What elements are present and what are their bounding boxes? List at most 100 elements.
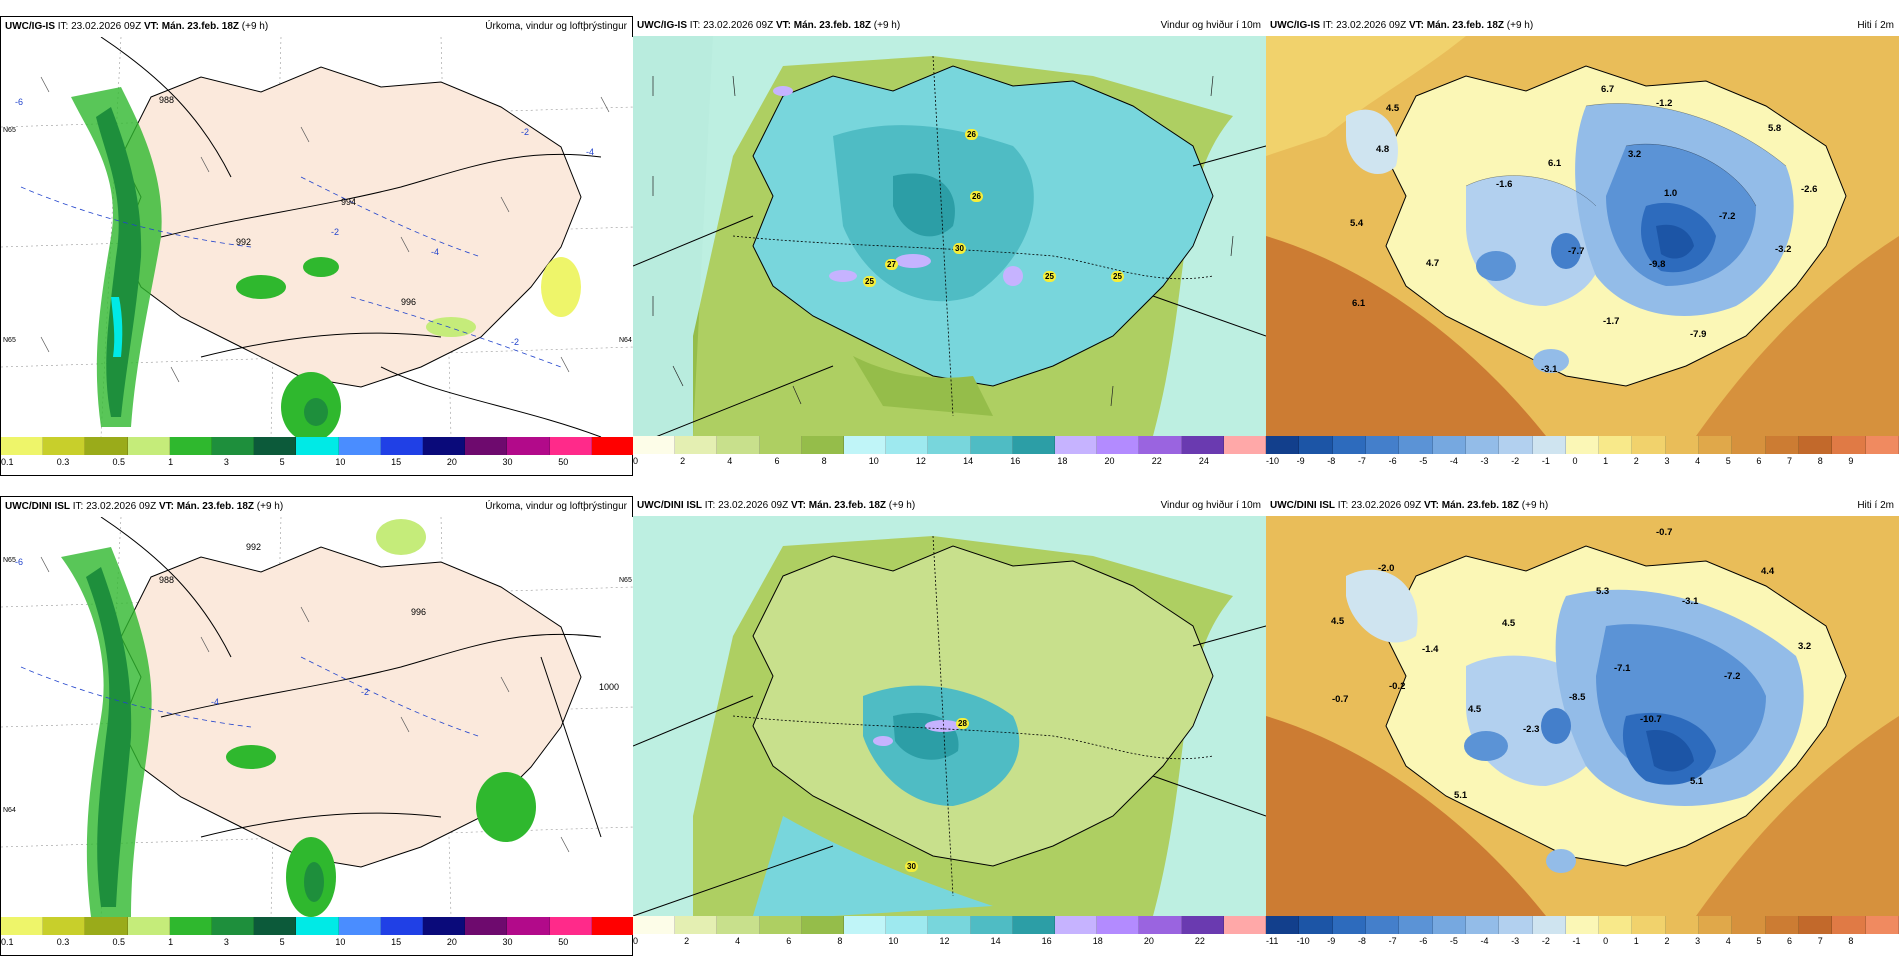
panel-header: UWC/IG-IS IT: 23.02.2026 09Z VT: Mán. 23… (1, 17, 632, 37)
temp-value: 4.5 (1502, 618, 1516, 629)
temp-value: 4.5 (1386, 103, 1400, 114)
temp-value: 4.5 (1468, 704, 1482, 715)
colorbar-tick-label: 6 (786, 936, 792, 946)
isotherm-label: -4 (211, 697, 220, 707)
isotherm-label: -4 (431, 247, 440, 257)
colorbar-swatch (1532, 916, 1566, 934)
temp-value: -8.5 (1569, 692, 1586, 703)
temp-map[interactable]: -0.7 -2.0 4.4 5.3 4.5 4.5 -3.1 -1.4 3.2 … (1266, 516, 1899, 916)
lead-time: (+9 h) (256, 501, 284, 512)
colorbar-tick-label: 8 (1817, 456, 1823, 466)
it-label: IT: (704, 500, 716, 511)
isobar-label: 988 (159, 95, 175, 105)
colorbar-swatch (1097, 916, 1140, 934)
precip-map[interactable]: 988 992 994 996 -6 -2 -4 -2 -4 -2 N65 N6… (1, 37, 634, 437)
colorbar-swatch (43, 917, 86, 935)
gust-label: 27 (885, 259, 898, 270)
init-time: 23.02.2026 09Z (71, 21, 142, 32)
temp-value: 5.8 (1768, 123, 1782, 134)
model-name: UWC/DINI ISL (1270, 500, 1335, 511)
wind-colorbar-ticks: 0 2 4 6 8 10 12 14 16 18 20 22 (633, 934, 1266, 948)
valid-time: Mán. 23.feb. 18Z (808, 500, 886, 511)
wind-colorbar (633, 436, 1267, 454)
colorbar-tick-label: -3 (1480, 456, 1489, 466)
temp-value: -0.7 (1332, 694, 1349, 705)
panel-header: UWC/DINI ISL IT: 23.02.2026 09Z VT: Mán.… (1, 497, 632, 517)
isobar-label: 1000 (599, 682, 620, 692)
isotherm-label: -6 (15, 557, 24, 567)
colorbar-tick-label: 4 (727, 456, 733, 466)
model-name: UWC/DINI ISL (5, 501, 70, 512)
precip-map[interactable]: 988 992 996 1000 -6 -4 -2 N65 N65 N64 (1, 517, 634, 917)
wind-map[interactable]: 26 26 30 27 25 25 25 (633, 36, 1266, 436)
colorbar-tick-label: 3 (223, 457, 229, 467)
colorbar-tick-label: 18 (1057, 456, 1068, 466)
isotherm-label: -2 (511, 337, 520, 347)
temp-value: 3.2 (1628, 149, 1642, 160)
temp-map[interactable]: 6.7 -1.2 4.5 4.8 3.2 5.8 6.1 -1.6 1.0 -2… (1266, 36, 1899, 436)
colorbar-tick-label: 2 (684, 936, 690, 946)
colorbar-tick-label: 10 (335, 937, 346, 947)
wind-colorbar (633, 916, 1267, 934)
colorbar-swatch (1632, 436, 1666, 454)
colorbar-tick-label: 2 (1664, 936, 1670, 946)
colorbar-tick-label: 16 (1041, 936, 1052, 946)
colorbar-swatch (970, 916, 1013, 934)
gust-label: 26 (965, 129, 978, 140)
colorbar-tick-label: 4 (735, 936, 741, 946)
colorbar-swatch (1599, 916, 1633, 934)
colorbar-tick-label: 15 (391, 937, 402, 947)
colorbar-swatch (1055, 436, 1098, 454)
colorbar-swatch (423, 917, 466, 935)
colorbar-swatch (801, 916, 845, 934)
temp-value: -2.6 (1801, 184, 1818, 195)
isobar-label: 994 (341, 197, 357, 207)
model-name: UWC/DINI ISL (637, 500, 702, 511)
colorbar-swatch (1465, 916, 1500, 934)
colorbar-swatch (1699, 436, 1733, 454)
colorbar-swatch (717, 916, 760, 934)
it-label: IT: (689, 20, 701, 31)
lat-label: N65 (3, 337, 16, 344)
wind-map[interactable]: 28 30 (633, 516, 1266, 916)
wind-panel-row1: UWC/IG-IS IT: 23.02.2026 09Z VT: Mán. 23… (633, 16, 1267, 476)
colorbar-swatch (1865, 916, 1899, 934)
temp-value: 5.1 (1454, 790, 1468, 801)
colorbar-tick-label: 15 (391, 457, 402, 467)
colorbar-swatch (1399, 436, 1433, 454)
init-time: 23.02.2026 09Z (1351, 500, 1422, 511)
temp-value: -1.6 (1496, 179, 1513, 190)
colorbar-swatch (591, 917, 635, 935)
precip-colorbar (1, 917, 635, 935)
colorbar-tick-label: 3 (223, 937, 229, 947)
temp-value: -7.1 (1614, 663, 1631, 674)
colorbar-swatch (1097, 436, 1140, 454)
temp-value: 4.8 (1376, 144, 1390, 155)
panel-header: UWC/IG-IS IT: 23.02.2026 09Z VT: Mán. 23… (633, 16, 1266, 36)
colorbar-swatch (1565, 436, 1600, 454)
colorbar-swatch (423, 437, 466, 455)
colorbar-swatch (1532, 436, 1566, 454)
colorbar-swatch (85, 917, 128, 935)
colorbar-tick-label: -1 (1541, 456, 1550, 466)
colorbar-tick-label: 50 (558, 937, 569, 947)
temp-value: 6.1 (1352, 298, 1366, 309)
init-time: 23.02.2026 09Z (718, 500, 789, 511)
colorbar-tick-label: 10 (888, 936, 899, 946)
colorbar-tick-label: 24 (1198, 456, 1209, 466)
temp-value: 5.4 (1350, 218, 1364, 229)
colorbar-tick-label: 0 (1603, 936, 1609, 946)
colorbar-swatch (254, 917, 297, 935)
colorbar-swatch (1665, 916, 1700, 934)
colorbar-swatch (1732, 436, 1766, 454)
colorbar-tick-label: 1 (1603, 456, 1609, 466)
colorbar-tick-label: -5 (1449, 936, 1458, 946)
colorbar-swatch (127, 437, 170, 455)
temp-value: -0.2 (1389, 681, 1406, 692)
colorbar-swatch (1865, 436, 1899, 454)
colorbar-swatch (970, 436, 1013, 454)
init-time: 23.02.2026 09Z (703, 20, 774, 31)
colorbar-tick-label: 1 (1633, 936, 1639, 946)
colorbar-swatch (465, 437, 508, 455)
wind-colorbar-ticks: 0 2 4 6 8 10 12 14 16 18 20 22 24 (633, 454, 1266, 468)
